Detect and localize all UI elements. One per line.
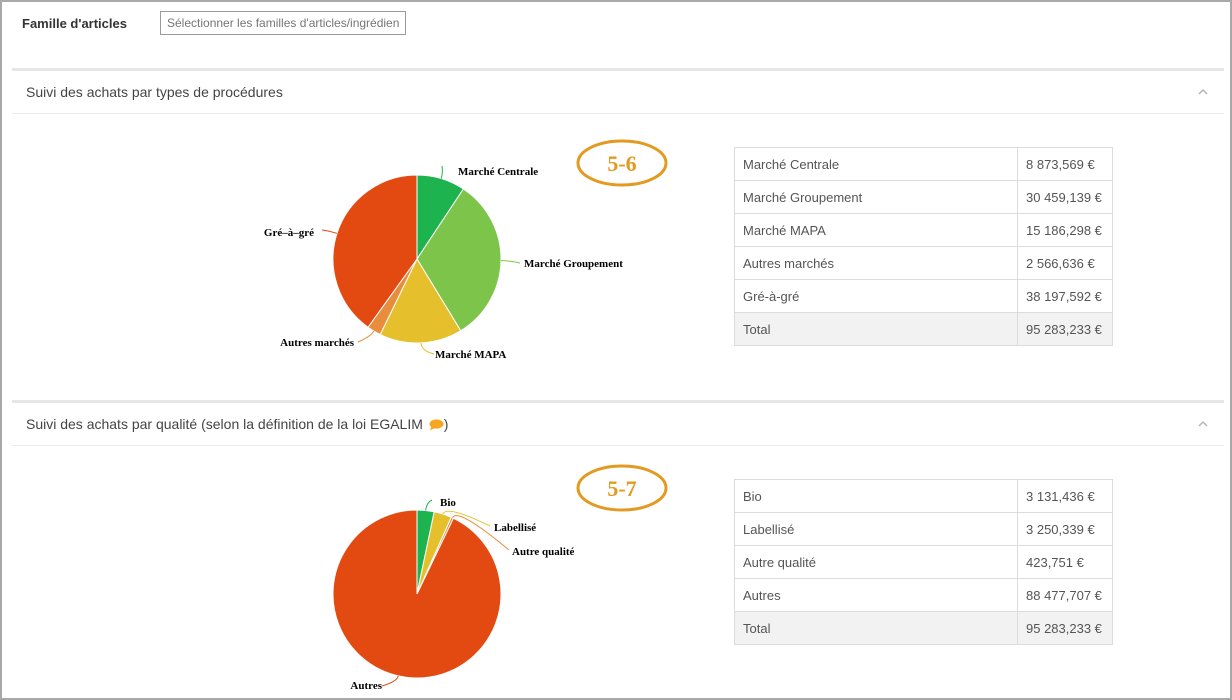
filter-label: Famille d'articles: [22, 16, 127, 31]
table-row: Bio 3 131,436 €: [734, 479, 1113, 513]
pie-slice-autres[interactable]: [332, 509, 502, 679]
panel-separator: [12, 400, 1224, 403]
table-row: Gré-à-gré 38 197,592 €: [734, 279, 1113, 313]
panel-title-procedures: Suivi des achats par types de procédures: [26, 84, 283, 100]
panel-title-quality-end: ): [443, 416, 449, 432]
total-value: 95 283,233 €: [1017, 611, 1113, 645]
row-label: Marché Groupement: [734, 180, 1018, 214]
panel-title-quality-text: Suivi des achats par qualité (selon la d…: [26, 416, 423, 432]
row-value: 88 477,707 €: [1017, 578, 1113, 612]
row-value: 15 186,298 €: [1017, 213, 1113, 247]
table-row: Marché Groupement 30 459,139 €: [734, 180, 1113, 214]
row-value: 2 566,636 €: [1017, 246, 1113, 280]
panel-separator: [12, 68, 1224, 71]
label-connector: [440, 165, 443, 179]
label-connector: [357, 330, 375, 343]
row-label: Marché MAPA: [734, 213, 1018, 247]
row-label: Marché Centrale: [734, 147, 1018, 181]
table-row: Marché MAPA 15 186,298 €: [734, 213, 1113, 247]
pie-label-marche-centrale: Marché Centrale: [458, 166, 538, 178]
pie-label-marche-mapa: Marché MAPA: [435, 349, 506, 361]
badge-5-7: 5-7: [576, 464, 668, 512]
table-row: Marché Centrale 8 873,569 €: [734, 147, 1113, 181]
row-value: 38 197,592 €: [1017, 279, 1113, 313]
pie-slice-gre-a-gre[interactable]: [332, 174, 418, 328]
pie-label-labellise: Labellisé: [494, 522, 536, 534]
row-label: Labellisé: [734, 512, 1018, 546]
row-label: Gré-à-gré: [734, 279, 1018, 313]
table-total-row: Total 95 283,233 €: [734, 611, 1113, 645]
pie-label-autres: Autres: [350, 680, 382, 692]
table-row: Autres 88 477,707 €: [734, 578, 1113, 612]
label-connector: [321, 229, 338, 234]
label-connector: [451, 515, 510, 551]
badge-5-7-text: 5-7: [607, 476, 636, 501]
pie-label-marche-groupement: Marché Groupement: [524, 258, 623, 270]
table-row: Autres marchés 2 566,636 €: [734, 246, 1113, 280]
row-label: Autre qualité: [734, 545, 1018, 579]
procedures-table: Marché Centrale 8 873,569 € Marché Group…: [734, 147, 1113, 346]
row-label: Autres marchés: [734, 246, 1018, 280]
total-label: Total: [734, 312, 1018, 346]
table-total-row: Total 95 283,233 €: [734, 312, 1113, 346]
panel-header-quality[interactable]: Suivi des achats par qualité (selon la d…: [12, 403, 1224, 446]
quality-table: Bio 3 131,436 € Labellisé 3 250,339 € Au…: [734, 479, 1113, 645]
filter-row: Famille d'articles: [2, 2, 1230, 68]
label-connector: [442, 510, 491, 527]
total-label: Total: [734, 611, 1018, 645]
pie-label-autres-marches: Autres marchés: [280, 337, 355, 349]
procedures-pie-chart: Marché Centrale Marché Groupement Marché M…: [264, 139, 668, 361]
pie-slice-marche-groupement[interactable]: [416, 188, 502, 332]
row-label: Bio: [734, 479, 1018, 513]
panel-title-quality: Suivi des achats par qualité (selon la d…: [26, 416, 448, 432]
label-connector: [420, 342, 435, 355]
badge-5-6: 5-6: [576, 139, 668, 187]
label-connector: [381, 675, 399, 687]
row-value: 423,751 €: [1017, 545, 1113, 579]
chevron-up-icon[interactable]: [1196, 417, 1210, 431]
row-value: 8 873,569 €: [1017, 147, 1113, 181]
row-value: 3 131,436 €: [1017, 479, 1113, 513]
badge-5-6-text: 5-6: [607, 151, 636, 176]
panel-header-procedures[interactable]: Suivi des achats par types de procédures: [12, 71, 1224, 114]
row-value: 30 459,139 €: [1017, 180, 1113, 214]
label-connector: [500, 260, 521, 264]
pie-label-gre-a-gre: Gré–à–gré: [264, 227, 314, 239]
pie-label-bio: Bio: [440, 497, 456, 509]
table-row: Labellisé 3 250,339 €: [734, 512, 1113, 546]
row-value: 3 250,339 €: [1017, 512, 1113, 546]
total-value: 95 283,233 €: [1017, 312, 1113, 346]
table-row: Autre qualité 423,751 €: [734, 545, 1113, 579]
family-select-input[interactable]: [160, 11, 406, 35]
pie-label-autre-qualite: Autre qualité: [512, 546, 575, 558]
chevron-up-icon[interactable]: [1196, 85, 1210, 99]
speech-bubble-icon[interactable]: [429, 419, 444, 431]
row-label: Autres: [734, 578, 1018, 612]
quality-pie-chart: Bio Labellisé Autre qualité Autres 5-7: [332, 464, 668, 692]
label-connector: [425, 499, 433, 511]
